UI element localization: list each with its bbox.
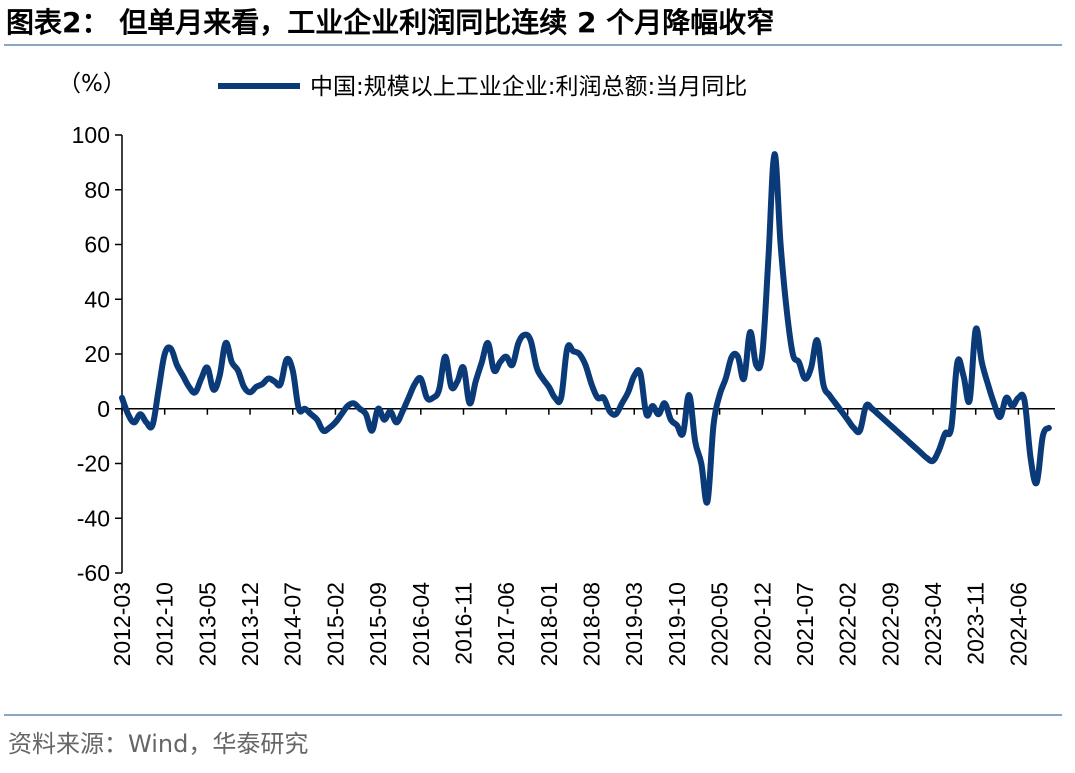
y-tick-label: 80 xyxy=(84,177,110,203)
legend-label: 中国:规模以上工业企业:利润总额:当月同比 xyxy=(310,74,747,100)
x-axis: 2012-03 2012-10 2013-05 2013-12 2014-07 2015-… xyxy=(109,408,1055,667)
x-tick-label: 2018-01 xyxy=(536,582,562,666)
legend: 中国:规模以上工业企业:利润总额:当月同比 xyxy=(218,74,747,100)
x-tick-label: 2023-04 xyxy=(920,582,946,667)
x-tick-label: 2016-11 xyxy=(450,582,476,665)
x-tick-label: 2012-03 xyxy=(109,582,135,666)
y-tick-label: 0 xyxy=(97,396,110,422)
x-tick-label: 2023-11 xyxy=(963,582,989,665)
y-axis: 100 80 60 40 20 0 -20 -40 -60 xyxy=(72,122,123,586)
y-tick-label: -60 xyxy=(77,560,110,586)
y-tick-label: 100 xyxy=(72,122,110,148)
x-tick-label: 2024-06 xyxy=(1005,582,1031,666)
y-unit-label: （%） xyxy=(58,71,126,97)
x-tick-label: 2020-05 xyxy=(707,582,733,666)
y-tick-label: 40 xyxy=(84,286,110,312)
x-tick-label: 2021-07 xyxy=(792,582,818,666)
x-tick-label: 2015-02 xyxy=(322,582,348,666)
source-note: 资料来源：Wind，华泰研究 xyxy=(8,730,309,758)
y-tick-label: -20 xyxy=(77,451,110,477)
x-tick-label: 2020-12 xyxy=(749,582,775,666)
x-tick-label: 2019-10 xyxy=(664,582,690,666)
x-tick-label: 2012-10 xyxy=(152,582,178,666)
x-tick-label: 2013-12 xyxy=(237,582,263,666)
x-tick-label: 2022-02 xyxy=(835,582,861,666)
x-tick-label: 2014-07 xyxy=(280,582,306,666)
y-tick-label: -40 xyxy=(77,505,110,531)
x-tick-label: 2013-05 xyxy=(194,582,220,666)
y-tick-label: 60 xyxy=(84,232,110,258)
footer-divider xyxy=(4,714,1062,716)
x-tick-label: 2019-03 xyxy=(621,582,647,666)
x-tick-label: 2018-08 xyxy=(579,582,605,666)
figure-title: 图表2： 但单月来看，工业企业利润同比连续 2 个月降幅收窄 xyxy=(6,6,775,39)
y-tick-label: 20 xyxy=(84,341,110,367)
series-line xyxy=(119,151,1052,506)
series-layer xyxy=(119,151,1052,506)
title-divider xyxy=(4,44,1062,46)
x-tick-label: 2017-06 xyxy=(493,582,519,666)
x-tick-label: 2022-09 xyxy=(877,582,903,666)
x-tick-label: 2015-09 xyxy=(365,582,391,666)
x-tick-label: 2016-04 xyxy=(408,582,434,667)
